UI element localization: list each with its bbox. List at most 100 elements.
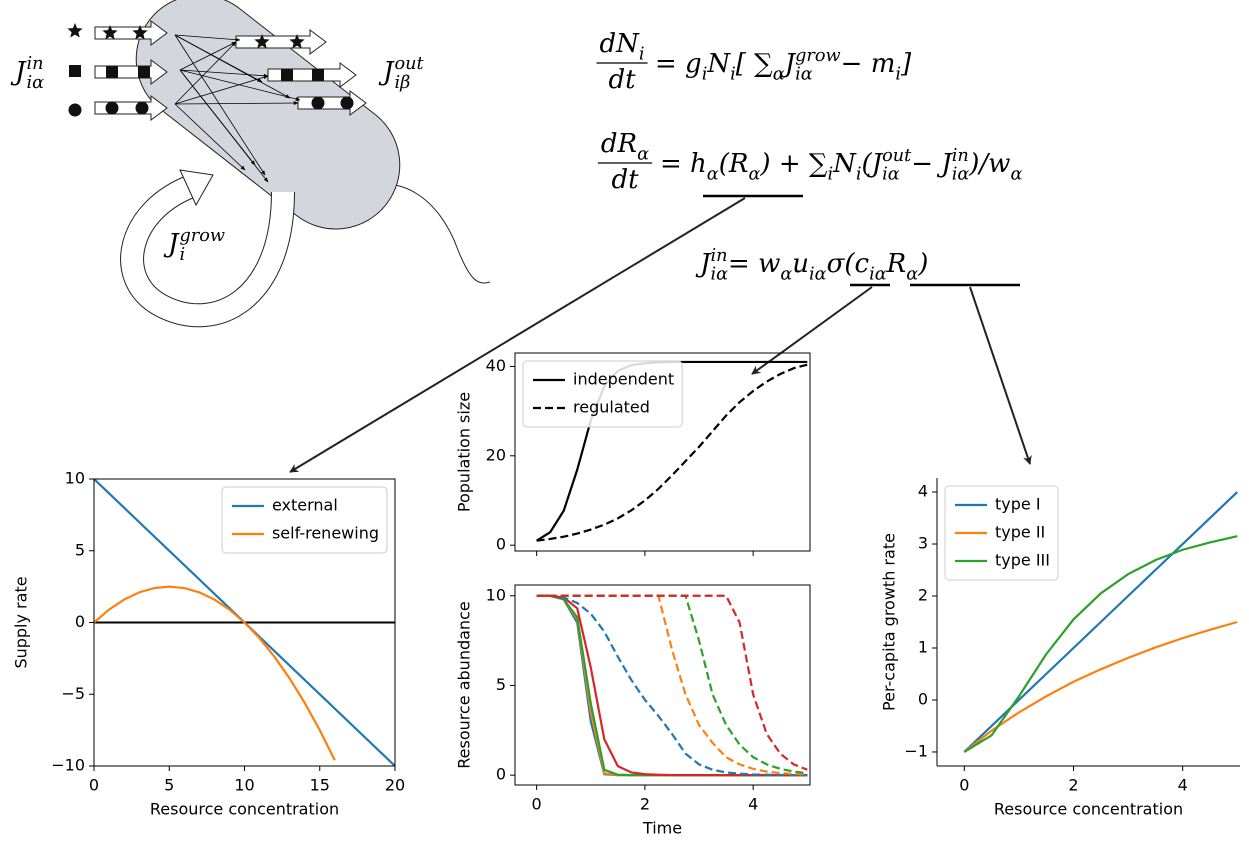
- flux-label: J: [10, 57, 27, 87]
- y-tick-label: 4: [918, 482, 928, 501]
- equation-part: u: [792, 249, 809, 279]
- legend: external self-renewing: [221, 486, 388, 554]
- equation-part: dt: [608, 65, 636, 95]
- x-tick-label: 0: [959, 776, 969, 795]
- y-tick-label: 10: [486, 585, 506, 604]
- legend: independent regulated: [522, 360, 683, 428]
- equation-part: dR: [601, 129, 637, 159]
- equation-part: i: [856, 164, 862, 184]
- y-tick-label: −5: [61, 684, 85, 703]
- star-icon: [102, 25, 118, 40]
- star-icon: [132, 25, 148, 40]
- x-axis-label: Time: [642, 819, 682, 838]
- equation-part: = g: [655, 49, 702, 79]
- x-tick-label: 10: [234, 776, 254, 795]
- series-line: [963, 535, 1238, 753]
- flux-label: J: [378, 57, 395, 87]
- series-line: [536, 594, 808, 777]
- y-tick-label: −10: [51, 756, 85, 775]
- legend-label: type II: [995, 523, 1045, 542]
- equation-part: J: [695, 249, 712, 279]
- equation-part: σ(c: [827, 249, 870, 279]
- flux-label-sub: iβ: [394, 73, 410, 93]
- x-axis-label: Resource concentration: [994, 800, 1183, 819]
- series-line: [536, 594, 808, 777]
- equation-part: (J: [862, 149, 884, 179]
- equation-part: α: [780, 264, 792, 284]
- y-axis-label: Supply rate: [12, 576, 31, 668]
- equation-part: α: [637, 144, 649, 164]
- legend: type I type II type III: [944, 485, 1059, 581]
- axes-frame: [514, 584, 811, 786]
- series-line: [536, 594, 808, 777]
- y-tick-label: 0: [75, 612, 85, 631]
- y-tick-label: 0: [496, 765, 506, 784]
- y-tick-label: 10: [65, 469, 85, 488]
- axes-frame: [93, 478, 396, 767]
- flux-label-sup: grow: [179, 226, 225, 246]
- circle-icon: [105, 101, 119, 115]
- x-axis-label: Resource concentration: [150, 800, 339, 819]
- equation-part: iα: [882, 164, 900, 184]
- equation-part: α: [906, 264, 918, 284]
- x-tick-label: 15: [310, 776, 330, 795]
- equation-part: iα: [869, 264, 887, 284]
- equation-part: − J: [911, 149, 953, 179]
- equation-part: N: [706, 49, 731, 79]
- y-axis-label: Per-capita growth rate: [880, 533, 899, 711]
- axes-frame: [514, 352, 811, 552]
- uptake-arrow: [174, 101, 299, 105]
- square-icon: [281, 69, 293, 81]
- legend-label: independent: [573, 370, 674, 389]
- y-tick-label: 0: [496, 535, 506, 554]
- equation-part: ]: [900, 49, 912, 79]
- equation-part: = w: [728, 249, 780, 279]
- y-tick-label: 5: [75, 540, 85, 559]
- x-tick-label: 2: [1068, 776, 1078, 795]
- equation-part: dN: [599, 29, 640, 59]
- equation-part: − m: [841, 49, 896, 79]
- equation-part: i: [895, 64, 901, 84]
- equation-part: i: [827, 164, 833, 184]
- legend-label: external: [272, 496, 338, 515]
- legend-label: type I: [995, 495, 1041, 514]
- circle-icon: [68, 103, 82, 117]
- star-icon: [254, 34, 270, 49]
- flux-arrow: [94, 59, 168, 85]
- equation-part: iα: [710, 264, 728, 284]
- equation-part: i: [730, 64, 736, 84]
- legend-label: regulated: [573, 398, 650, 417]
- series-line: [963, 620, 1238, 753]
- equation-part: grow: [795, 46, 841, 66]
- equation-part: ): [917, 249, 928, 279]
- x-tick-label: 4: [1178, 776, 1188, 795]
- uptake-arrow: [174, 41, 237, 105]
- y-axis-label: Population size: [455, 392, 474, 512]
- y-tick-label: 40: [486, 356, 506, 375]
- uptake-arrow: [179, 69, 269, 78]
- x-tick-label: 20: [385, 776, 405, 795]
- uptake-arrow: [174, 34, 241, 42]
- x-tick-label: 2: [640, 795, 650, 814]
- x-tick-label: 0: [89, 776, 99, 795]
- series-line: [536, 363, 808, 542]
- equation-part: iα: [952, 164, 970, 184]
- series-line: [536, 594, 808, 771]
- uptake-arrow: [174, 75, 269, 105]
- y-tick-label: 1: [918, 637, 928, 656]
- y-tick-label: −1: [904, 741, 928, 760]
- equation-part: α: [1010, 164, 1022, 184]
- y-tick-label: 2: [918, 586, 928, 605]
- equation-part: N: [832, 149, 857, 179]
- equation-part: dt: [611, 165, 639, 195]
- flux-label-sup: out: [394, 54, 424, 74]
- y-tick-label: 5: [496, 675, 506, 694]
- equation-part: α: [707, 164, 719, 184]
- cell: [135, 0, 401, 230]
- uptake-arrow: [179, 69, 301, 101]
- series-line: [536, 594, 808, 776]
- y-tick-label: 3: [918, 534, 928, 553]
- uptake-arrow: [174, 103, 246, 171]
- equation-part: [ ∑: [736, 49, 773, 79]
- series-line: [94, 585, 336, 761]
